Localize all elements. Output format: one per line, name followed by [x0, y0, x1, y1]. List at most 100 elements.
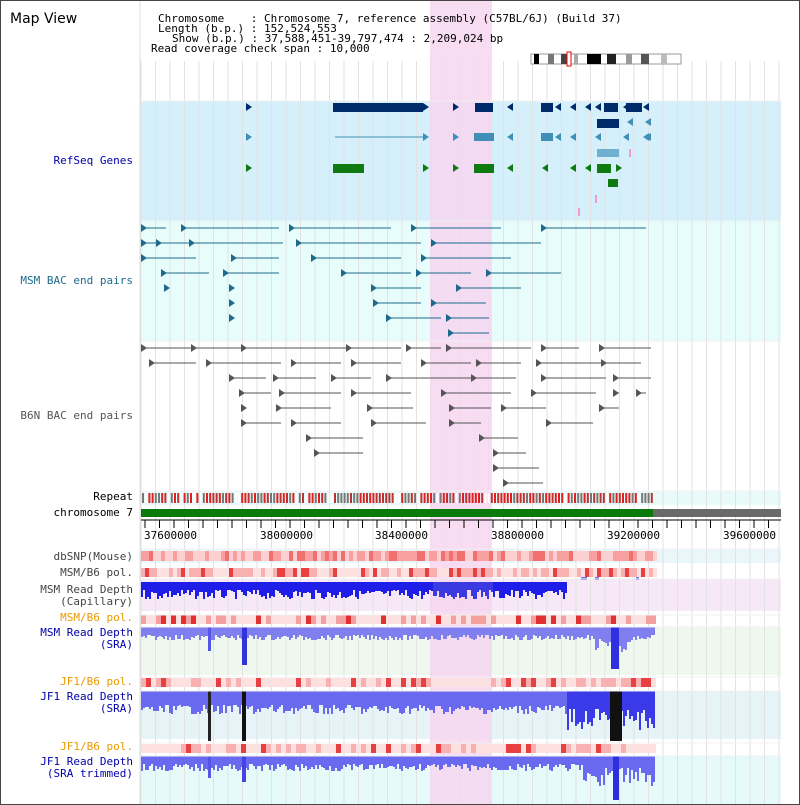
repeat-element: [148, 493, 151, 503]
repeat-element: [558, 493, 560, 503]
depth-bar: [279, 691, 281, 707]
track-label-msm-bac[interactable]: MSM BAC end pairs: [20, 274, 133, 287]
track-label-msm-b6-pol-2[interactable]: MSM/B6 pol.: [60, 611, 133, 624]
polymorphism-cell: [331, 678, 336, 687]
track-label-msm-b6-pol[interactable]: MSM/B6 pol.: [60, 566, 133, 579]
bac-end-arrow: [536, 359, 542, 367]
depth-bar: [339, 691, 341, 711]
depth-bar: [229, 627, 231, 638]
track-label-jf1-b6-pol[interactable]: JF1/B6 pol.: [60, 675, 133, 688]
depth-bar: [523, 756, 525, 765]
snp-density-cell: [557, 551, 561, 561]
depth-bar: [397, 756, 399, 764]
snp-density-cell: [305, 551, 309, 561]
depth-bar: [651, 691, 653, 724]
depth-bar: [457, 691, 459, 708]
track-label-jf1-b6-pol-2[interactable]: JF1/B6 pol.: [60, 740, 133, 753]
depth-bar: [449, 691, 451, 707]
polymorphism-cell: [265, 568, 269, 577]
polymorphism-cell: [496, 678, 501, 687]
track-label-refseq[interactable]: RefSeq Genes: [53, 154, 133, 167]
depth-bar: [625, 691, 627, 716]
track-label-msm-depth-sra[interactable]: MSM Read Depth (SRA): [40, 627, 133, 651]
track-label-b6n-bac[interactable]: B6N BAC end pairs: [20, 409, 133, 422]
depth-bar: [583, 627, 585, 639]
depth-bar: [313, 756, 315, 769]
repeat-element: [535, 493, 538, 503]
track-label-chromosome[interactable]: chromosome 7: [53, 506, 133, 519]
polymorphism-cell: [166, 744, 171, 753]
polymorphism-cell: [221, 615, 226, 624]
track-label-jf1-depth-sra[interactable]: JF1 Read Depth (SRA): [40, 691, 133, 715]
depth-bar: [213, 756, 215, 770]
polymorphism-cell: [389, 568, 393, 577]
bac-end-arrow: [476, 359, 482, 367]
polymorphism-cell: [321, 615, 326, 624]
depth-bar: [235, 691, 237, 705]
polymorphism-cell: [609, 568, 613, 577]
track-label-jf1-depth-trimmed[interactable]: JF1 Read Depth (SRA trimmed): [40, 756, 133, 780]
depth-bar: [361, 627, 363, 635]
polymorphism-cell: [301, 678, 306, 687]
depth-bar: [539, 756, 541, 764]
repeat-element: [158, 493, 160, 503]
depth-bar: [605, 756, 607, 768]
depth-bar: [193, 627, 195, 638]
depth-bar: [335, 756, 337, 768]
chromosome-bar-uncovered: [653, 509, 781, 517]
depth-bar: [153, 756, 155, 771]
polymorphism-cell: [466, 744, 471, 753]
gene-arrow: [423, 164, 429, 172]
depth-bar: [331, 691, 333, 714]
polymorphism-cell: [321, 744, 326, 753]
depth-bar: [163, 627, 165, 639]
depth-bar: [573, 691, 575, 709]
depth-bar: [165, 691, 167, 705]
repeat-element: [334, 493, 336, 503]
repeat-element: [487, 493, 490, 503]
depth-bar: [259, 756, 261, 766]
depth-bar: [355, 627, 357, 636]
depth-bar: [537, 582, 539, 595]
depth-bar: [479, 582, 481, 590]
depth-bar: [561, 691, 563, 707]
depth-bar: [413, 627, 415, 635]
polymorphism-cell: [545, 568, 549, 577]
polymorphism-cell: [386, 678, 391, 687]
track-label-repeat[interactable]: Repeat: [93, 490, 133, 503]
repeat-element: [375, 493, 378, 503]
depth-bar: [451, 582, 453, 597]
polymorphism-cell: [357, 568, 361, 577]
depth-bar: [465, 691, 467, 710]
depth-bar: [257, 627, 259, 639]
jf1-depth-trimmed-line2: (SRA trimmed): [46, 767, 133, 780]
depth-bar: [515, 627, 517, 635]
polymorphism-cell: [616, 615, 621, 624]
polymorphism-cell: [586, 744, 591, 753]
depth-bar: [579, 627, 581, 638]
depth-bar: [297, 627, 299, 637]
depth-bar: [297, 691, 299, 711]
track-label-dbsnp[interactable]: dbSNP(Mouse): [53, 550, 133, 563]
polymorphism-cell: [421, 678, 426, 687]
depth-bar: [373, 627, 375, 639]
polymorphism-cell: [231, 744, 236, 753]
snp-density-cell: [641, 551, 645, 561]
depth-bar: [179, 756, 181, 765]
view-title: Map View: [10, 11, 78, 27]
track-label-msm-depth-capillary[interactable]: MSM Read Depth (Capillary): [40, 584, 133, 608]
depth-bar: [507, 691, 509, 710]
depth-bar: [417, 756, 419, 769]
polymorphism-cell: [436, 615, 441, 624]
depth-bar: [595, 691, 597, 709]
depth-bar: [347, 691, 349, 705]
depth-bar: [351, 691, 353, 708]
depth-bar: [633, 691, 635, 721]
polymorphism-cell: [196, 678, 201, 687]
depth-bar: [147, 627, 149, 635]
depth-bar: [189, 627, 191, 640]
polymorphism-cell: [461, 678, 466, 687]
polymorphism-cell: [171, 744, 176, 753]
polymorphism-cell: [621, 568, 625, 577]
